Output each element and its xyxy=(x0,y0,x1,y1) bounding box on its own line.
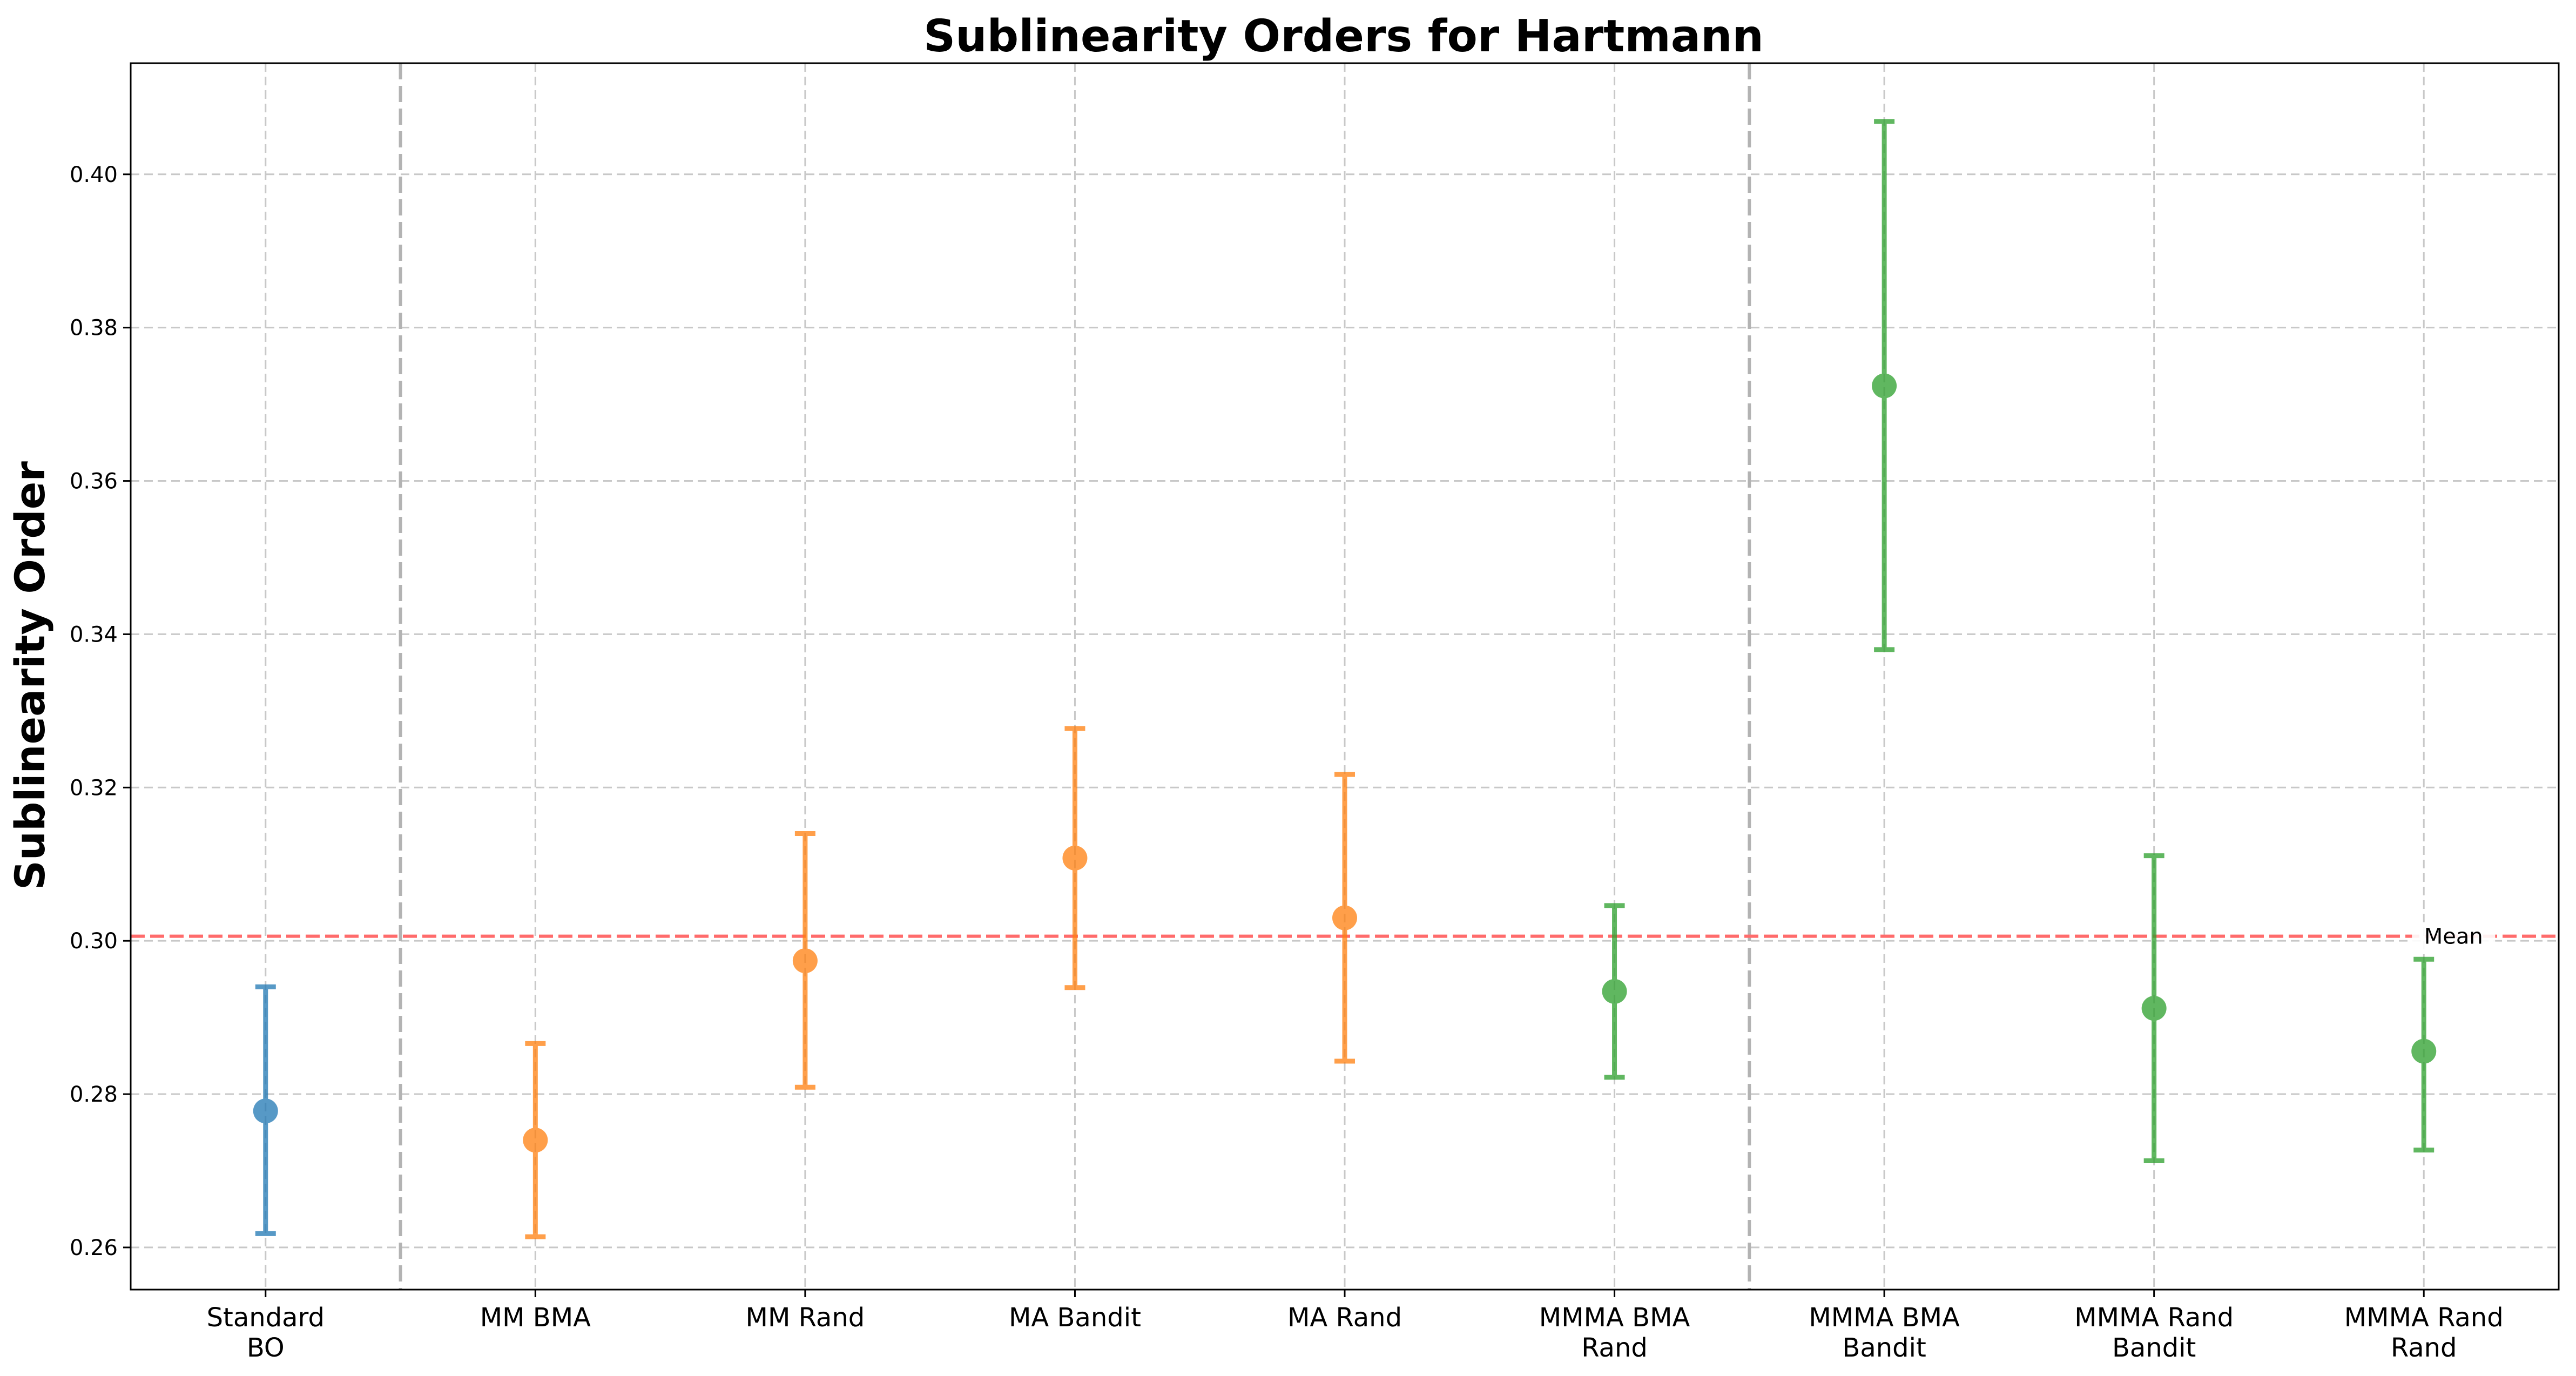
y-tick-label: 0.36 xyxy=(70,469,118,494)
data-point xyxy=(792,948,818,974)
x-tick-label: MMMA Rand xyxy=(2074,1303,2234,1333)
x-tick-label: BO xyxy=(247,1333,285,1363)
x-tick-label: MMMA BMA xyxy=(1539,1303,1690,1333)
data-point-group xyxy=(1062,726,1088,990)
data-point xyxy=(1332,905,1357,930)
data-point-group xyxy=(792,831,818,1090)
data-point xyxy=(253,1098,278,1124)
data-point-group xyxy=(253,984,278,1236)
data-point-group xyxy=(1872,119,1897,652)
x-tick-label: MMMA Rand xyxy=(2344,1303,2504,1333)
y-axis-label: Sublinearity Order xyxy=(6,461,54,890)
data-point xyxy=(2141,996,2167,1021)
x-tick-label: Rand xyxy=(1581,1333,1648,1363)
y-tick-label: 0.26 xyxy=(70,1236,118,1260)
x-tick-label: MA Rand xyxy=(1287,1303,1402,1333)
data-point xyxy=(523,1128,548,1153)
x-tick-label: Rand xyxy=(2391,1333,2457,1363)
data-point-group xyxy=(1602,903,1627,1080)
y-tick-label: 0.40 xyxy=(70,163,118,187)
y-tick-label: 0.32 xyxy=(70,775,118,800)
y-axis-ticks: 0.26 0.28 0.30 0.32 0.34 0.36 0.38 0.40 xyxy=(70,163,131,1260)
group-dividers xyxy=(399,63,1751,1290)
x-tick-label: Bandit xyxy=(2112,1333,2196,1363)
x-tick-label: MM Rand xyxy=(746,1303,865,1333)
x-tick-label: MM BMA xyxy=(480,1303,591,1333)
data-point-group xyxy=(2411,956,2437,1153)
x-tick-label: MA Bandit xyxy=(1009,1303,1141,1333)
data-point xyxy=(1062,845,1088,871)
y-tick-label: 0.34 xyxy=(70,622,118,647)
data-point-group xyxy=(1332,772,1357,1064)
data-point xyxy=(1872,373,1897,399)
x-tick-label: Bandit xyxy=(1842,1333,1926,1363)
data-series xyxy=(253,119,2437,1239)
x-tick-label: MMMA BMA xyxy=(1809,1303,1960,1333)
grid-lines xyxy=(131,63,2559,1290)
y-tick-label: 0.38 xyxy=(70,316,118,341)
y-tick-label: 0.28 xyxy=(70,1082,118,1107)
y-tick-label: 0.30 xyxy=(70,929,118,954)
data-point xyxy=(2411,1038,2437,1064)
x-tick-label: Standard xyxy=(207,1303,325,1333)
mean-label-box xyxy=(2412,922,2496,950)
data-point-group xyxy=(2141,853,2167,1164)
data-point xyxy=(1602,979,1627,1004)
chart-title: Sublinearity Orders for Hartmann xyxy=(923,11,1764,62)
data-point-group xyxy=(523,1041,548,1239)
mean-label: Mean xyxy=(2424,925,2483,949)
